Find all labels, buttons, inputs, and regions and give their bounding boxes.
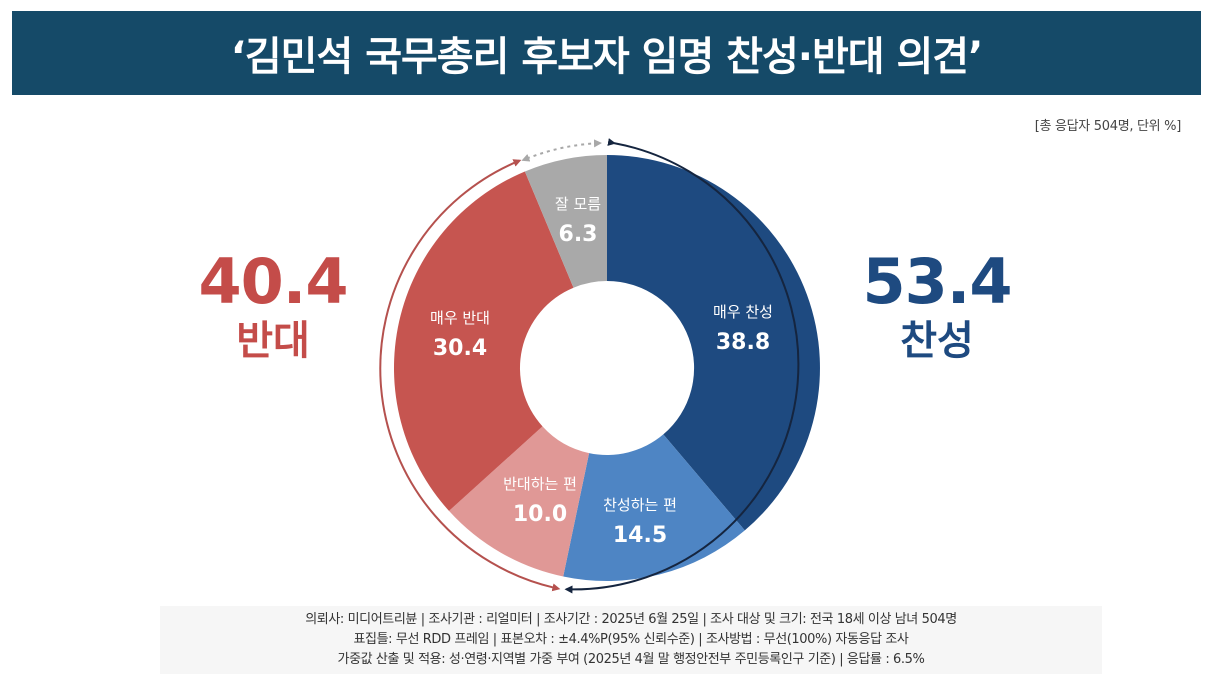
- unit-note: [총 응답자 504명, 단위 %]: [1034, 119, 1182, 134]
- segment-name: 찬성하는 편: [603, 496, 677, 514]
- segment-name: 잘 모름: [554, 195, 602, 213]
- segment-value: 10.0: [512, 502, 568, 527]
- oppose-total: 40.4 반대: [198, 245, 349, 366]
- segment-value: 14.5: [612, 523, 668, 548]
- footer-line-1: 의뢰사: 미디어트리뷴 | 조사기관 : 리얼미터 | 조사기간 : 2025년…: [305, 612, 957, 627]
- segment-value: 38.8: [715, 330, 771, 355]
- footer-line-3: 가중값 산출 및 적용: 성·연령·지역별 가중 부여 (2025년 4월 말 …: [337, 652, 925, 667]
- support-total: 53.4 찬성: [862, 245, 1013, 366]
- label-strongly-support: 매우 찬성 38.8: [713, 302, 773, 358]
- segment-name: 매우 찬성: [713, 303, 773, 321]
- segment-value: 6.3: [558, 222, 598, 247]
- survey-methodology-footer: 의뢰사: 미디어트리뷴 | 조사기관 : 리얼미터 | 조사기간 : 2025년…: [160, 606, 1102, 674]
- label-strongly-oppose: 매우 반대 30.4: [430, 308, 490, 364]
- support-total-label: 찬성: [900, 318, 974, 364]
- dont-know-range-arrow: [521, 139, 602, 162]
- label-dont-know: 잘 모름 6.3: [555, 194, 601, 250]
- chart-title: ‘김민석 국무총리 후보자 임명 찬성·반대 의견’: [230, 34, 984, 80]
- oppose-total-label: 반대: [236, 318, 310, 364]
- oppose-total-value: 40.4: [198, 245, 349, 318]
- support-total-value: 53.4: [862, 245, 1013, 318]
- segment-value: 30.4: [432, 336, 488, 361]
- segment-name: 반대하는 편: [503, 475, 577, 493]
- label-somewhat-support: 찬성하는 편 14.5: [603, 495, 677, 551]
- oppose-range-arrow: [379, 159, 561, 592]
- support-range-arrow: [564, 138, 800, 594]
- segment-name: 매우 반대: [430, 309, 490, 327]
- label-somewhat-oppose: 반대하는 편 10.0: [503, 474, 577, 530]
- footer-line-2: 표집틀: 무선 RDD 프레임 | 표본오차 : ±4.4%P(95% 신뢰수준…: [353, 632, 909, 647]
- title-banner: ‘김민석 국무총리 후보자 임명 찬성·반대 의견’: [12, 11, 1201, 95]
